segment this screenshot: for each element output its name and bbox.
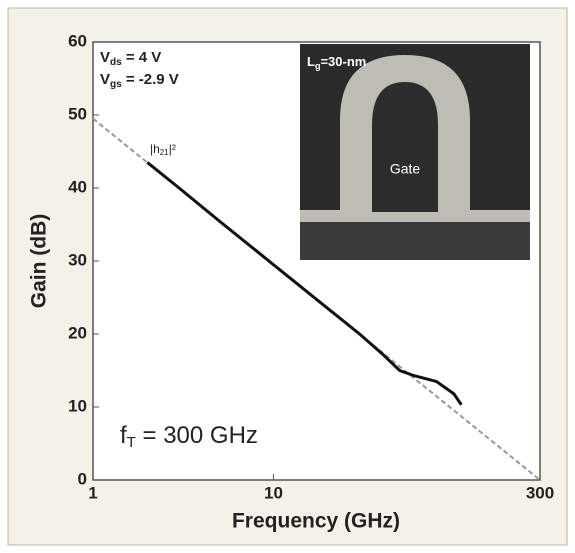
- y-tick-label: 60: [68, 31, 87, 50]
- x-tick-label: 300: [526, 483, 554, 502]
- data-line: [146, 161, 463, 406]
- x-tick-label: 10: [264, 483, 283, 502]
- y-tick-label: 0: [78, 469, 87, 488]
- y-tick-label: 40: [68, 177, 87, 196]
- inset-label: Lg=30-nm: [307, 54, 366, 71]
- y-tick-label: 10: [68, 396, 87, 415]
- y-axis-label: Gain (dB): [28, 214, 51, 309]
- annotation: Vgs = -2.9 V: [100, 71, 179, 90]
- annotation: |h21|²: [150, 142, 176, 157]
- y-tick-label: 30: [68, 250, 87, 269]
- gate-label: Gate: [390, 161, 421, 177]
- inset-image: [300, 44, 530, 260]
- y-tick-label: 20: [68, 323, 87, 342]
- y-tick-label: 50: [68, 104, 87, 123]
- x-axis-label: Frequency (GHz): [232, 510, 400, 533]
- x-tick-label: 1: [88, 483, 97, 502]
- annotation: Vds = 4 V: [100, 49, 161, 68]
- annotation: fT = 300 GHz: [120, 422, 258, 451]
